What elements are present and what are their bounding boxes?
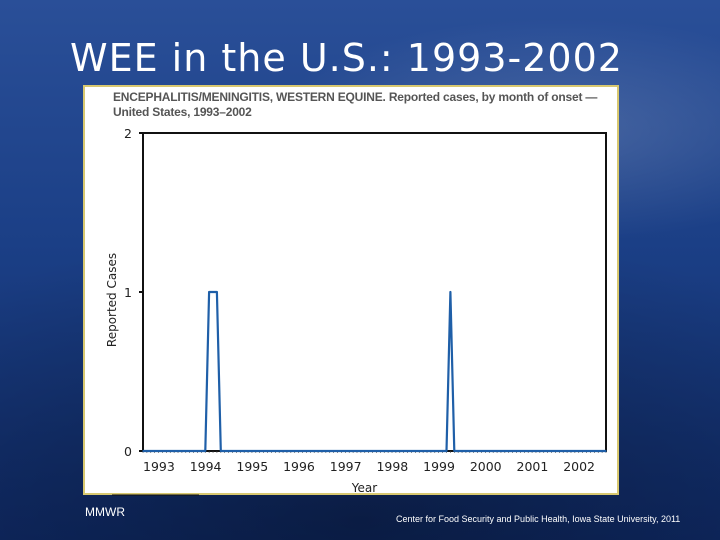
data-point — [204, 450, 207, 452]
data-point — [453, 450, 456, 452]
y-axis-label: Reported Cases — [105, 253, 119, 347]
data-point — [142, 450, 144, 452]
x-tick-label: 2001 — [517, 459, 549, 474]
y-tick-label: 0 — [124, 444, 132, 459]
x-tick-label: 1993 — [143, 459, 175, 474]
chart-figure: ENCEPHALITIS/MENINGITIS, WESTERN EQUINE.… — [83, 85, 619, 495]
y-tick-label: 2 — [124, 126, 132, 141]
data-point — [449, 291, 452, 293]
y-tick-label: 1 — [124, 285, 132, 300]
footer-credit: Center for Food Security and Public Heal… — [396, 514, 681, 524]
slide-title: WEE in the U.S.: 1993-2002 — [70, 36, 623, 80]
data-point — [208, 291, 210, 293]
data-point — [220, 450, 222, 452]
series-line — [143, 290, 606, 453]
x-tick-label: 1997 — [330, 459, 362, 474]
x-tick-label: 1996 — [283, 459, 315, 474]
chart-title: ENCEPHALITIS/MENINGITIS, WESTERN EQUINE.… — [113, 90, 598, 119]
x-tick-label: 1994 — [190, 459, 222, 474]
x-tick-label: 1995 — [236, 459, 268, 474]
x-tick-label: 1998 — [376, 459, 408, 474]
data-point — [605, 450, 607, 452]
source-label: MMWR — [85, 505, 125, 519]
data-point — [216, 291, 218, 293]
x-tick-label: 1999 — [423, 459, 455, 474]
x-axis-label: Year — [351, 481, 377, 495]
data-point — [212, 291, 214, 293]
x-tick-label: 2000 — [470, 459, 502, 474]
data-point — [445, 450, 448, 452]
x-tick-label: 2002 — [563, 459, 595, 474]
